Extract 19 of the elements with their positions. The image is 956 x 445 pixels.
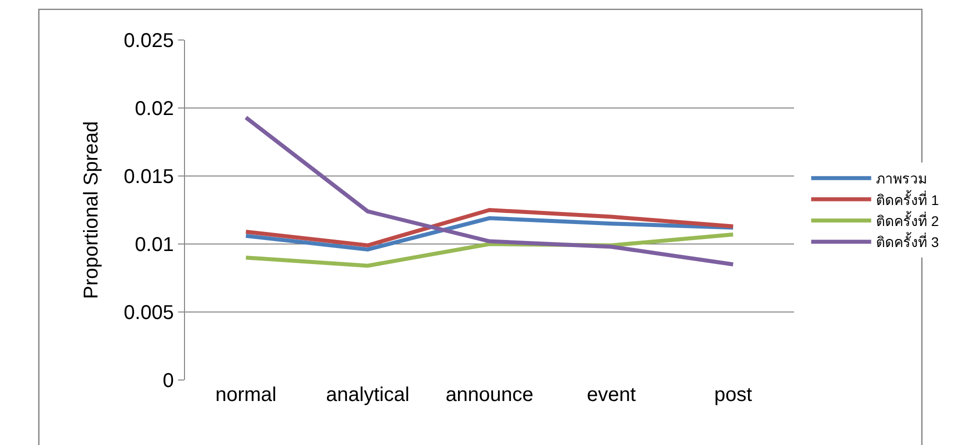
x-tick-label: event (586, 384, 636, 406)
line-series (244, 208, 736, 248)
line-series (244, 116, 736, 266)
legend-label: ติดครั้งที่ 1 (876, 190, 940, 208)
x-tick-label: announce (446, 384, 534, 406)
y-tick-label: 0 (162, 370, 174, 392)
legend-label: ติดครั้งที่ 3 (876, 232, 940, 250)
legend-label: ติดครั้งที่ 2 (876, 210, 940, 229)
y-tick-label: 0.02 (134, 98, 174, 120)
y-tick-label: 0.01 (134, 234, 174, 256)
x-tick-label: normal (215, 384, 276, 406)
y-axis-title: Proportional Spread (80, 121, 102, 299)
y-tick-label: 0.025 (124, 30, 174, 52)
y-tick-label: 0.015 (124, 166, 174, 188)
y-tick-label: 0.005 (124, 302, 174, 324)
line-series (244, 216, 736, 252)
legend-label: ภาพรวม (876, 170, 928, 187)
x-tick-label: analytical (326, 384, 410, 406)
x-tick-label: post (714, 384, 752, 406)
